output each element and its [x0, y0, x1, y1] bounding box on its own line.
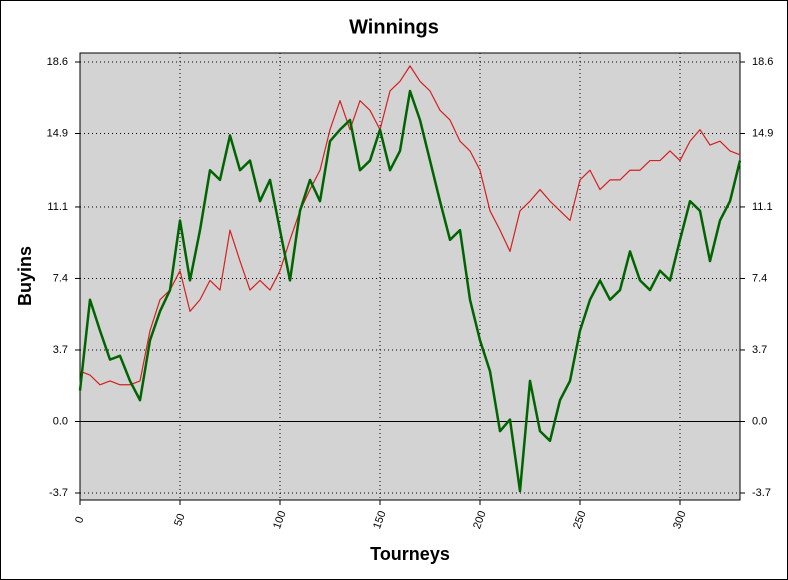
y-axis-label: Buyins — [15, 246, 35, 306]
series-line — [78, 89, 742, 493]
x-tick-label: 50 — [172, 512, 187, 528]
y2-tick-label: -3.7 — [752, 487, 771, 499]
x-tick-label: 0 — [73, 515, 86, 525]
x-tick-label: 200 — [471, 509, 489, 530]
y2-tick-label: 18.6 — [752, 56, 773, 68]
y-tick-label: 11.1 — [47, 201, 68, 213]
x-axis-label: Tourneys — [370, 544, 450, 564]
y-tick-label: 18.6 — [47, 56, 68, 68]
chart-title: Winnings — [349, 16, 439, 38]
y2-tick-label: 11.1 — [752, 201, 773, 213]
y-tick-label: 7.4 — [53, 272, 68, 284]
plot-area — [79, 52, 741, 501]
y-tick-label: 3.7 — [53, 344, 68, 356]
y2-tick-label: 3.7 — [752, 344, 767, 356]
y2-tick-label: 7.4 — [752, 272, 767, 284]
series-line — [79, 65, 741, 386]
y-tick-label: 14.9 — [47, 127, 68, 139]
x-tick-label: 100 — [271, 509, 289, 530]
y-tick-label: -3.7 — [49, 487, 68, 499]
x-tick-label: 300 — [671, 509, 689, 530]
x-tick-label: 150 — [371, 509, 389, 530]
y2-tick-label: 0.0 — [752, 415, 767, 427]
x-tick-label: 250 — [571, 509, 589, 530]
y2-tick-label: 14.9 — [752, 127, 773, 139]
y-tick-label: 0.0 — [53, 415, 68, 427]
